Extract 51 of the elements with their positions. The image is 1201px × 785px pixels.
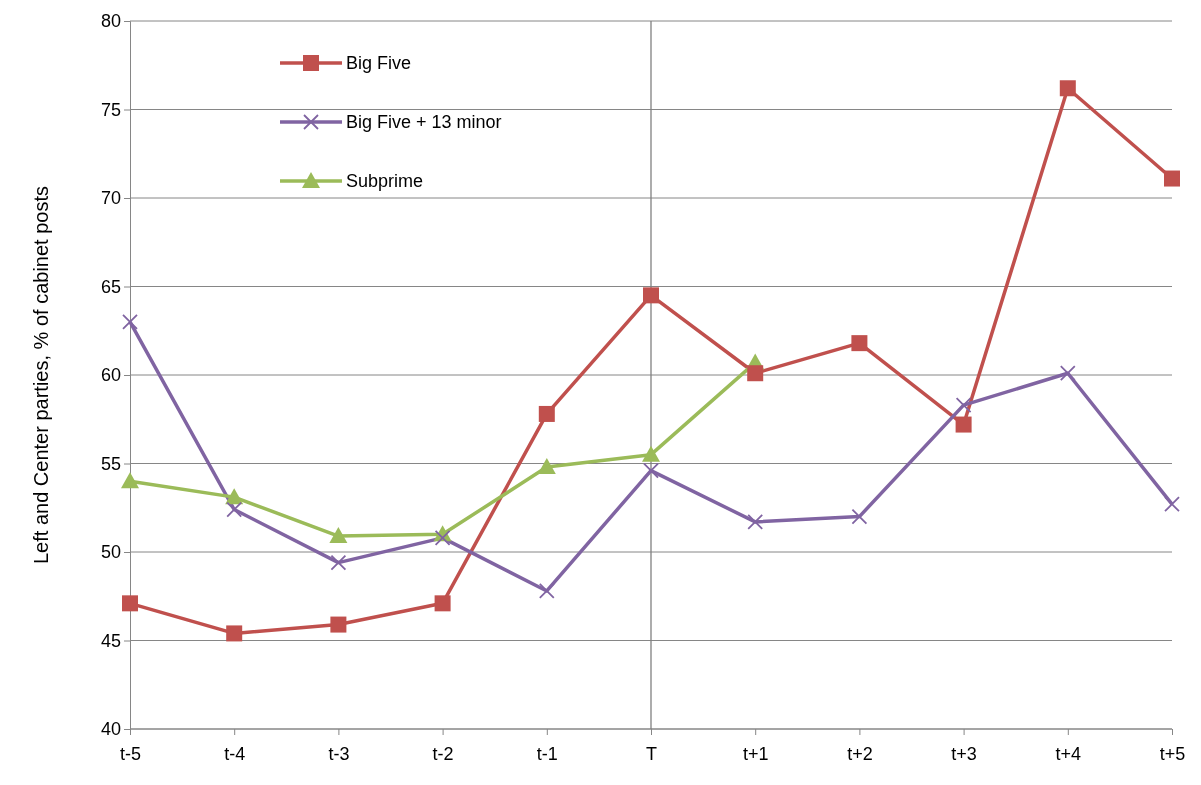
point xyxy=(122,595,138,612)
x-tick-label: t+2 xyxy=(847,743,873,764)
point xyxy=(537,458,556,475)
x-tick-label: T xyxy=(646,743,657,764)
point xyxy=(643,287,659,304)
x-tick-label: t-4 xyxy=(224,743,246,764)
point xyxy=(1059,80,1076,97)
legend-label: Big Five + 13 minor xyxy=(346,112,502,132)
point xyxy=(851,508,868,525)
point xyxy=(642,445,660,462)
y-tick-label: 70 xyxy=(100,188,121,209)
y-tick-label: 75 xyxy=(100,99,121,120)
point xyxy=(122,314,138,330)
point xyxy=(330,554,347,571)
point xyxy=(121,472,139,489)
y-tick-label: 60 xyxy=(100,365,121,386)
point xyxy=(538,583,555,599)
point xyxy=(330,616,347,633)
point xyxy=(955,416,972,433)
point xyxy=(1164,496,1180,513)
y-tick-label: 45 xyxy=(100,630,121,651)
x-tick-label: t-3 xyxy=(328,743,350,764)
point xyxy=(1164,170,1180,187)
legend-label: Big Five xyxy=(346,53,412,73)
y-tick-label: 50 xyxy=(100,542,121,563)
y-tick-label: 80 xyxy=(100,11,121,32)
point xyxy=(851,335,868,352)
point xyxy=(1059,365,1076,382)
point xyxy=(747,514,764,530)
x-tick-label: t-5 xyxy=(119,743,142,764)
legend-label: Subprime xyxy=(346,171,424,191)
point xyxy=(955,397,972,413)
point xyxy=(643,462,659,479)
point xyxy=(434,595,451,612)
x-tick-label: t-2 xyxy=(432,743,454,764)
point xyxy=(747,365,764,382)
point xyxy=(538,405,555,422)
point xyxy=(434,529,451,546)
point xyxy=(225,488,244,505)
y-tick-label: 65 xyxy=(100,276,121,297)
point xyxy=(226,501,243,518)
y-tick-label: 40 xyxy=(100,719,121,740)
point xyxy=(226,625,243,642)
x-tick-label: t+1 xyxy=(742,743,769,764)
point xyxy=(329,527,348,544)
y-tick-label: 55 xyxy=(100,453,121,474)
x-tick-label: t+5 xyxy=(1159,743,1186,764)
x-tick-label: t+3 xyxy=(951,743,977,764)
x-tick-label: t-1 xyxy=(536,743,558,764)
x-tick-label: t+4 xyxy=(1055,743,1082,764)
y-axis-title: Left and Center parties, % of cabinet posts xyxy=(30,186,52,564)
